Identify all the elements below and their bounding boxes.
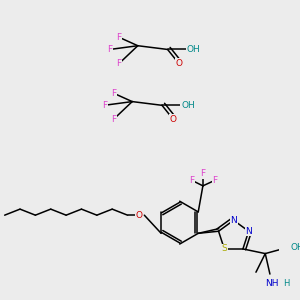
Text: F: F: [117, 59, 122, 68]
Text: F: F: [111, 115, 116, 124]
Text: N: N: [230, 216, 237, 225]
Text: S: S: [221, 244, 227, 253]
Text: O: O: [170, 115, 177, 124]
Text: F: F: [111, 89, 116, 98]
Text: F: F: [189, 176, 194, 185]
Text: NH: NH: [265, 279, 278, 288]
Text: O: O: [135, 211, 142, 220]
Text: O: O: [175, 59, 182, 68]
Text: F: F: [117, 33, 122, 42]
Text: N: N: [245, 227, 252, 236]
Text: H: H: [284, 279, 290, 288]
Text: F: F: [102, 101, 107, 110]
Text: OH: OH: [290, 244, 300, 253]
Text: F: F: [212, 176, 217, 185]
Text: F: F: [107, 45, 112, 54]
Text: F: F: [200, 169, 206, 178]
Text: OH: OH: [187, 45, 200, 54]
Text: OH: OH: [181, 101, 195, 110]
